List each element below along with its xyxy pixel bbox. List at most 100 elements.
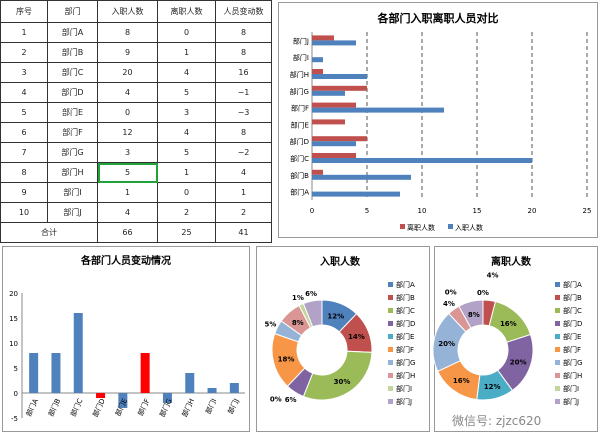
x-tick-label: 部门B xyxy=(46,397,62,418)
total-cell[interactable]: 41 xyxy=(215,222,272,243)
x-tick-label: 25 xyxy=(583,207,592,215)
x-tick-label: 部门A xyxy=(24,397,40,418)
y-tick-label: 20 xyxy=(9,290,18,298)
table-row: 6 部门F 12 4 8 xyxy=(0,122,272,143)
slice-label: 14% xyxy=(348,333,365,341)
legend-swatch xyxy=(400,224,405,229)
table-row: 4 部门D 4 5 −1 xyxy=(0,82,272,103)
table-row: 9 部门I 1 0 1 xyxy=(0,182,272,203)
table-cell[interactable]: 4 xyxy=(215,162,272,183)
legend-swatch xyxy=(555,360,560,365)
bar-入职人数 xyxy=(312,74,367,79)
legend-swatch xyxy=(388,399,393,404)
slice-label: 12% xyxy=(327,313,344,321)
slice-label: 0% xyxy=(445,288,457,296)
bar xyxy=(229,383,239,393)
y-tick-label: 部门E xyxy=(291,120,309,129)
bar-离职人数 xyxy=(312,69,323,74)
legend-label: 部门H xyxy=(396,371,415,380)
total-cell[interactable]: 66 xyxy=(97,222,158,243)
slice-label: 5% xyxy=(265,320,277,328)
slice-label: 20% xyxy=(438,340,455,348)
legend-label: 部门H xyxy=(563,371,582,380)
legend-swatch xyxy=(388,321,393,326)
x-tick-label: 部门F xyxy=(136,397,152,417)
bar-离职人数 xyxy=(312,169,323,175)
table-row: 3 部门C 20 4 16 xyxy=(0,62,272,83)
y-tick-label: 部门C xyxy=(290,154,309,163)
legend-swatch xyxy=(388,334,393,339)
slice-label: 16% xyxy=(500,320,517,328)
x-tick-label: 部门G xyxy=(157,397,173,418)
legend-swatch xyxy=(555,334,560,339)
legend-swatch xyxy=(555,386,560,391)
legend-swatch xyxy=(388,347,393,352)
slice-label: 0% xyxy=(477,289,489,297)
legend-swatch xyxy=(388,360,393,365)
y-tick-label: 10 xyxy=(9,340,18,348)
slice-label: 6% xyxy=(305,290,317,298)
x-tick-label: 部门C xyxy=(68,397,84,418)
slice-label: 4% xyxy=(443,300,455,308)
slice-label: 4% xyxy=(487,272,499,280)
legend-label: 部门G xyxy=(396,358,415,367)
legend-swatch xyxy=(555,373,560,378)
legend-label: 部门I xyxy=(563,384,579,393)
bar-离职人数 xyxy=(312,35,334,41)
legend-label: 部门D xyxy=(563,319,582,328)
legend-label: 部门C xyxy=(563,306,582,315)
bar-入职人数 xyxy=(312,158,532,163)
donut-slice xyxy=(302,350,373,401)
legend-label: 部门E xyxy=(563,332,581,341)
legend-swatch xyxy=(388,295,393,300)
legend-swatch xyxy=(388,373,393,378)
slice-label: 18% xyxy=(278,356,295,364)
y-tick-label: 部门I xyxy=(293,53,309,62)
bar xyxy=(51,353,61,393)
bar xyxy=(73,313,83,393)
slice-label: 1% xyxy=(292,294,304,302)
y-tick-label: 5 xyxy=(14,365,18,373)
change-chart-frame xyxy=(2,246,250,432)
x-tick-label: 部门D xyxy=(91,397,107,418)
slice-label: 30% xyxy=(334,378,351,386)
legend-label: 部门B xyxy=(396,293,415,302)
y-tick-label: 0 xyxy=(14,390,18,398)
bar-入职人数 xyxy=(312,107,444,113)
bar xyxy=(162,393,172,403)
x-tick-label: 0 xyxy=(310,207,314,215)
x-tick-label: 部门J xyxy=(226,397,241,415)
legend-label: 部门I xyxy=(396,384,412,393)
legend-label: 入职人数 xyxy=(455,223,483,232)
bar-入职人数 xyxy=(312,90,345,96)
y-tick-label: 部门J xyxy=(293,36,309,45)
chart-title: 各部门人员变动情况 xyxy=(80,254,171,267)
watermark: 微信号: zjzc620 xyxy=(452,414,542,428)
chart-title: 各部门入职离职人员对比 xyxy=(377,11,499,25)
legend-label: 部门F xyxy=(396,345,414,354)
legend-label: 部门C xyxy=(396,306,415,315)
x-tick-label: 10 xyxy=(418,207,427,215)
bar xyxy=(118,393,128,408)
bar-离职人数 xyxy=(312,119,345,125)
slice-label: 8% xyxy=(468,311,480,319)
y-tick-label: -5 xyxy=(11,415,18,423)
y-tick-label: 部门D xyxy=(290,137,309,146)
legend-swatch xyxy=(555,399,560,404)
slice-label: 16% xyxy=(453,377,470,385)
bar-入职人数 xyxy=(312,191,400,197)
x-tick-label: 5 xyxy=(365,207,369,215)
legend-label: 部门B xyxy=(563,293,582,302)
slice-label: 12% xyxy=(484,383,501,391)
bar-离职人数 xyxy=(312,153,356,158)
x-tick-label: 部门H xyxy=(180,397,196,418)
slice-label: 0% xyxy=(270,395,282,403)
legend-swatch xyxy=(555,321,560,326)
legend-swatch xyxy=(555,295,560,300)
legend-swatch xyxy=(555,347,560,352)
slice-label: 8% xyxy=(292,319,304,327)
donut-slice xyxy=(458,299,484,329)
legend-swatch xyxy=(555,308,560,313)
total-label[interactable]: 合计 xyxy=(0,222,98,243)
